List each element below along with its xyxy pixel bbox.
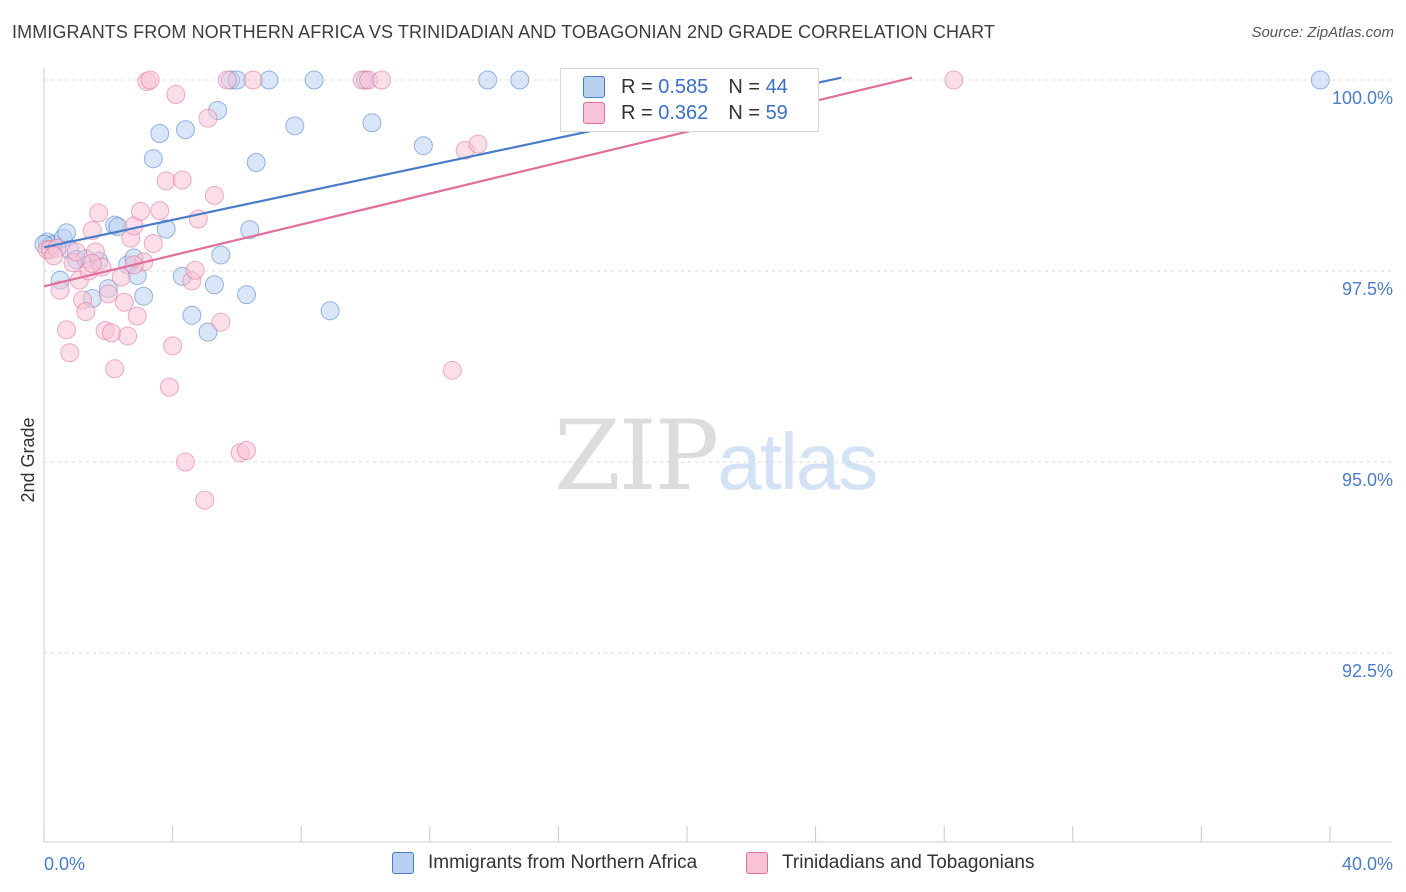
legend-n-value: 59 xyxy=(765,101,788,124)
data-point xyxy=(182,305,202,325)
data-point xyxy=(510,70,530,90)
legend-row-immigrants: R = 0.585 N = 44 xyxy=(583,74,788,100)
data-point xyxy=(175,120,195,140)
data-point xyxy=(259,70,279,90)
x-tick-label: 40.0% xyxy=(1342,854,1393,874)
data-point xyxy=(143,149,163,169)
data-point xyxy=(468,134,488,154)
data-point xyxy=(237,441,257,461)
data-point xyxy=(304,70,324,90)
data-point xyxy=(175,452,195,472)
data-point xyxy=(150,123,170,143)
y-tick-label: 95.0% xyxy=(1342,470,1393,490)
legend-r-value: 0.585 xyxy=(658,75,709,98)
y-tick-label: 92.5% xyxy=(1342,661,1393,681)
data-point xyxy=(204,275,224,295)
data-point xyxy=(156,171,176,191)
data-point xyxy=(217,70,237,90)
data-point xyxy=(140,70,160,90)
data-point xyxy=(211,245,231,265)
data-point xyxy=(240,220,260,240)
data-point xyxy=(118,326,138,346)
series-legend: Immigrants from Northern Africa Trinidad… xyxy=(0,852,1406,878)
data-point xyxy=(362,113,382,133)
data-point xyxy=(204,185,224,205)
data-point xyxy=(198,108,218,128)
legend-item-label: Immigrants from Northern Africa xyxy=(428,852,698,873)
y-tick-label: 97.5% xyxy=(1342,279,1393,299)
correlation-legend: R = 0.585 N = 44 R = 0.362 N = 59 xyxy=(560,68,819,132)
gridlines xyxy=(44,79,1392,654)
data-point xyxy=(105,359,125,379)
data-point xyxy=(320,301,340,321)
y-tick-label: 100.0% xyxy=(1332,88,1393,108)
legend-item-immigrants[interactable]: Immigrants from Northern Africa xyxy=(392,852,697,874)
legend-swatch-pink xyxy=(746,852,768,874)
data-point xyxy=(413,136,433,156)
legend-item-trinidadians[interactable]: Trinidadians and Tobagonians xyxy=(746,852,1034,874)
data-point xyxy=(50,280,70,300)
legend-n-label: N = xyxy=(728,101,760,124)
data-point xyxy=(76,301,96,321)
legend-n-value: 44 xyxy=(765,75,788,98)
data-point xyxy=(156,219,176,239)
data-point xyxy=(143,233,163,253)
data-point xyxy=(82,253,102,273)
data-point xyxy=(185,260,205,280)
data-point xyxy=(44,246,64,266)
data-point xyxy=(478,70,498,90)
data-point xyxy=(285,116,305,136)
data-point xyxy=(172,170,192,190)
x-tick-label: 0.0% xyxy=(44,854,85,874)
data-point xyxy=(166,85,186,105)
legend-swatch-blue xyxy=(392,852,414,874)
data-point xyxy=(1310,70,1330,90)
legend-swatch-blue xyxy=(583,76,605,98)
legend-n-label: N = xyxy=(728,75,760,98)
data-point xyxy=(159,377,179,397)
data-point xyxy=(134,286,154,306)
legend-swatch-pink xyxy=(583,102,605,124)
data-point xyxy=(944,70,964,90)
data-point xyxy=(127,306,147,326)
data-point xyxy=(372,70,392,90)
data-point xyxy=(66,242,86,262)
data-point xyxy=(198,322,218,342)
data-point xyxy=(243,70,263,90)
source-label: Source: ZipAtlas.com xyxy=(1251,24,1394,41)
axes xyxy=(43,68,1392,843)
data-point xyxy=(114,292,134,312)
legend-r-label: R = xyxy=(621,101,653,124)
data-point xyxy=(442,360,462,380)
data-point xyxy=(163,336,183,356)
legend-row-trinidadians: R = 0.362 N = 59 xyxy=(583,100,788,126)
chart-title: IMMIGRANTS FROM NORTHERN AFRICA VS TRINI… xyxy=(12,22,996,42)
legend-r-label: R = xyxy=(621,75,653,98)
data-point xyxy=(102,323,122,343)
data-point xyxy=(57,320,77,340)
data-point xyxy=(60,343,80,363)
data-point xyxy=(98,284,118,304)
series-trinidadians-points xyxy=(37,70,964,510)
data-point xyxy=(246,153,266,173)
data-point xyxy=(57,223,77,243)
data-point xyxy=(130,201,150,221)
data-point xyxy=(237,285,257,305)
data-point xyxy=(150,201,170,221)
legend-item-label: Trinidadians and Tobagonians xyxy=(782,852,1035,873)
y-axis-label: 2nd Grade xyxy=(18,417,38,502)
data-point xyxy=(211,312,231,332)
watermark-zip: ZIP xyxy=(554,400,719,512)
data-point xyxy=(89,203,109,223)
legend-r-value: 0.362 xyxy=(658,101,709,124)
axis-labels: 100.0% 97.5% 95.0% 92.5% 0.0% 40.0% 2nd Grade xyxy=(18,88,1393,874)
data-point xyxy=(195,490,215,510)
